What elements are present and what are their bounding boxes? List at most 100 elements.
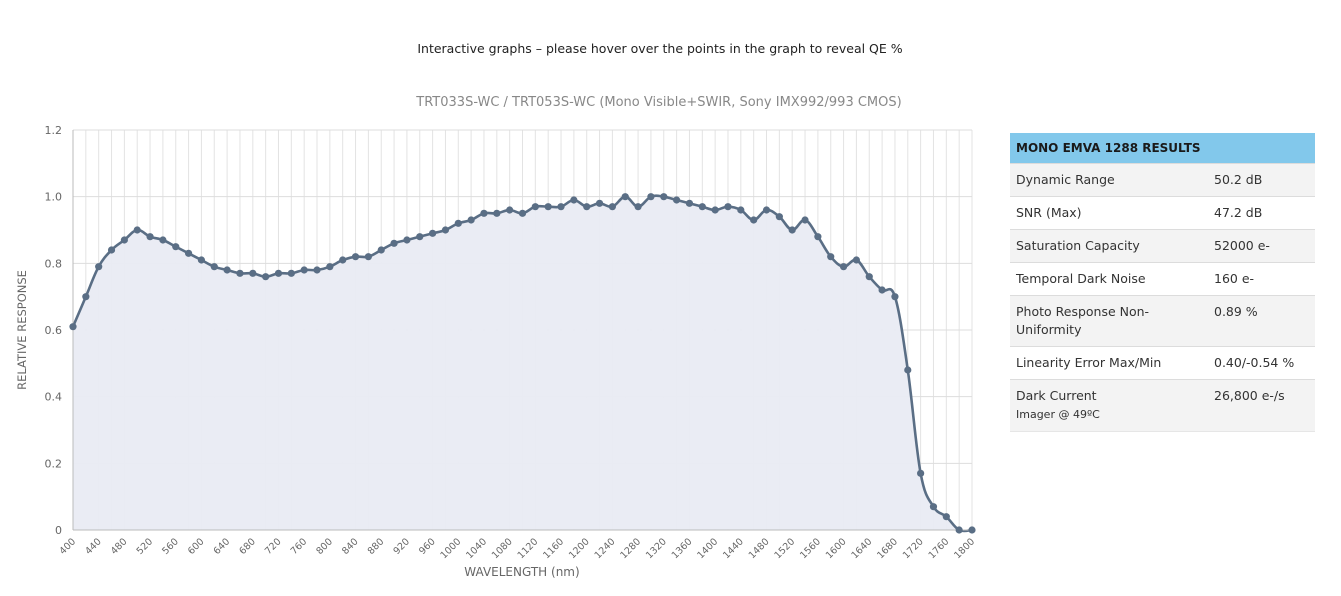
data-point[interactable] — [724, 203, 732, 211]
data-point[interactable] — [839, 263, 848, 271]
data-point[interactable] — [172, 243, 180, 251]
interactive-note: Interactive graphs – please hover over t… — [417, 41, 903, 56]
x-tick-label: 1480 — [747, 536, 772, 561]
data-point[interactable] — [506, 206, 514, 214]
data-point[interactable] — [313, 266, 321, 274]
data-point[interactable] — [480, 209, 488, 217]
data-point[interactable] — [762, 206, 771, 214]
data-point[interactable] — [827, 253, 835, 261]
y-tick-label: 0.8 — [45, 257, 63, 270]
x-tick-label: 1240 — [593, 536, 618, 561]
data-point[interactable] — [339, 256, 347, 264]
data-point[interactable] — [917, 469, 925, 477]
data-point[interactable] — [390, 239, 398, 247]
data-point[interactable] — [929, 503, 938, 511]
data-point[interactable] — [685, 199, 694, 207]
data-point[interactable] — [955, 526, 963, 534]
data-point[interactable] — [274, 269, 283, 277]
data-point[interactable] — [801, 216, 809, 224]
data-point[interactable] — [197, 256, 206, 264]
x-tick-label: 560 — [160, 536, 181, 557]
data-point[interactable] — [262, 273, 270, 281]
data-point[interactable] — [403, 236, 411, 244]
data-point[interactable] — [595, 199, 604, 207]
data-point[interactable] — [647, 193, 655, 201]
data-point[interactable] — [775, 213, 783, 221]
data-point[interactable] — [531, 203, 539, 211]
data-point[interactable] — [608, 203, 617, 211]
data-point[interactable] — [750, 216, 758, 224]
data-point[interactable] — [878, 286, 886, 294]
data-point[interactable] — [891, 293, 899, 301]
results-header: MONO EMVA 1288 RESULTS — [1010, 133, 1315, 164]
data-point[interactable] — [69, 323, 77, 331]
data-point[interactable] — [377, 246, 385, 254]
data-point[interactable] — [236, 269, 244, 277]
result-row: Dark Current Imager @ 49ºC 26,800 e-/s — [1010, 379, 1315, 432]
chart-area — [71, 194, 973, 533]
data-point[interactable] — [904, 366, 912, 374]
data-point[interactable] — [287, 269, 295, 277]
data-point[interactable] — [968, 526, 976, 534]
data-point[interactable] — [107, 246, 116, 254]
qe-chart[interactable]: TRT033S-WC / TRT053S-WC (Mono Visible+SW… — [0, 0, 1000, 596]
y-axis-label: RELATIVE RESPONSE — [15, 270, 29, 390]
chart-points[interactable] — [69, 193, 976, 534]
data-point[interactable] — [544, 203, 552, 211]
data-point[interactable] — [814, 233, 822, 241]
data-point[interactable] — [518, 209, 527, 217]
data-point[interactable] — [865, 273, 873, 281]
data-point[interactable] — [120, 236, 128, 244]
data-point[interactable] — [364, 253, 372, 261]
data-point[interactable] — [159, 236, 167, 244]
data-point[interactable] — [184, 249, 193, 257]
data-point[interactable] — [441, 226, 450, 234]
data-point[interactable] — [852, 256, 861, 264]
data-point[interactable] — [351, 253, 360, 261]
data-point[interactable] — [788, 226, 796, 234]
data-point[interactable] — [711, 206, 719, 214]
data-point[interactable] — [223, 266, 231, 274]
data-point[interactable] — [583, 203, 591, 211]
result-sublabel: Imager @ 49ºC — [1016, 408, 1100, 421]
data-point[interactable] — [493, 209, 501, 217]
result-label: Linearity Error Max/Min — [1010, 346, 1208, 380]
data-point[interactable] — [429, 229, 437, 237]
result-label: Saturation Capacity — [1010, 229, 1208, 263]
data-point[interactable] — [942, 513, 950, 521]
data-point[interactable] — [621, 193, 629, 201]
data-point[interactable] — [326, 263, 334, 271]
x-tick-label: 1120 — [516, 536, 541, 561]
x-tick-label: 1520 — [772, 536, 797, 561]
result-value: 0.40/-0.54 % — [1208, 346, 1315, 380]
x-tick-label: 680 — [237, 536, 258, 557]
x-tick-label: 1760 — [927, 536, 952, 561]
data-point[interactable] — [454, 219, 462, 227]
x-tick-label: 960 — [417, 536, 438, 557]
data-point[interactable] — [467, 216, 475, 224]
data-point[interactable] — [698, 203, 706, 211]
data-point[interactable] — [300, 266, 308, 274]
data-point[interactable] — [249, 269, 257, 277]
data-point[interactable] — [557, 203, 565, 211]
data-point[interactable] — [95, 263, 103, 271]
result-value: 47.2 dB — [1208, 196, 1315, 230]
data-point[interactable] — [133, 226, 141, 234]
data-point[interactable] — [570, 196, 578, 204]
data-point[interactable] — [737, 206, 745, 214]
x-tick-label: 1040 — [464, 536, 489, 561]
x-tick-label: 720 — [263, 536, 284, 557]
data-point[interactable] — [634, 203, 642, 211]
data-point[interactable] — [146, 233, 154, 241]
data-point[interactable] — [82, 293, 90, 301]
x-tick-label: 1560 — [798, 536, 823, 561]
data-point[interactable] — [416, 233, 424, 241]
result-value: 160 e- — [1208, 262, 1315, 296]
data-point[interactable] — [673, 196, 681, 204]
data-point[interactable] — [660, 193, 668, 201]
x-tick-label: 1080 — [490, 536, 515, 561]
data-point[interactable] — [210, 263, 218, 271]
result-label: Photo Response Non-Uniformity — [1010, 295, 1208, 347]
x-tick-label: 1000 — [439, 536, 464, 561]
x-tick-label: 1800 — [952, 536, 977, 561]
